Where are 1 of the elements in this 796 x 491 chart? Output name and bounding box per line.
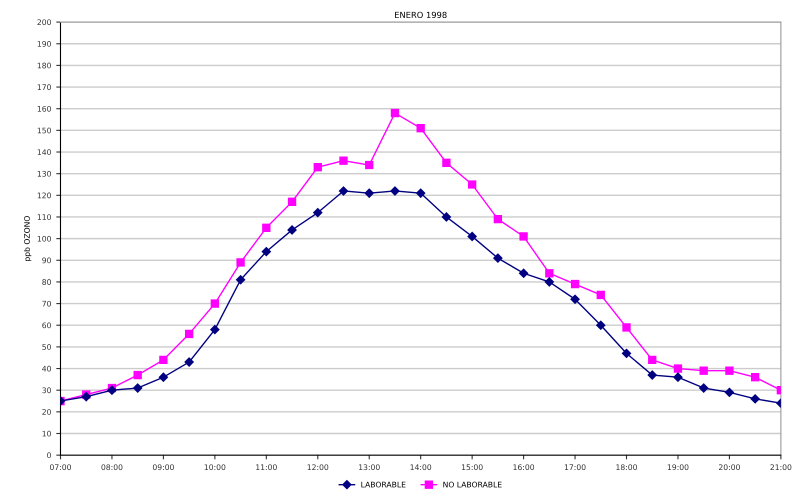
chart-title: ENERO 1998 [395,12,447,18]
